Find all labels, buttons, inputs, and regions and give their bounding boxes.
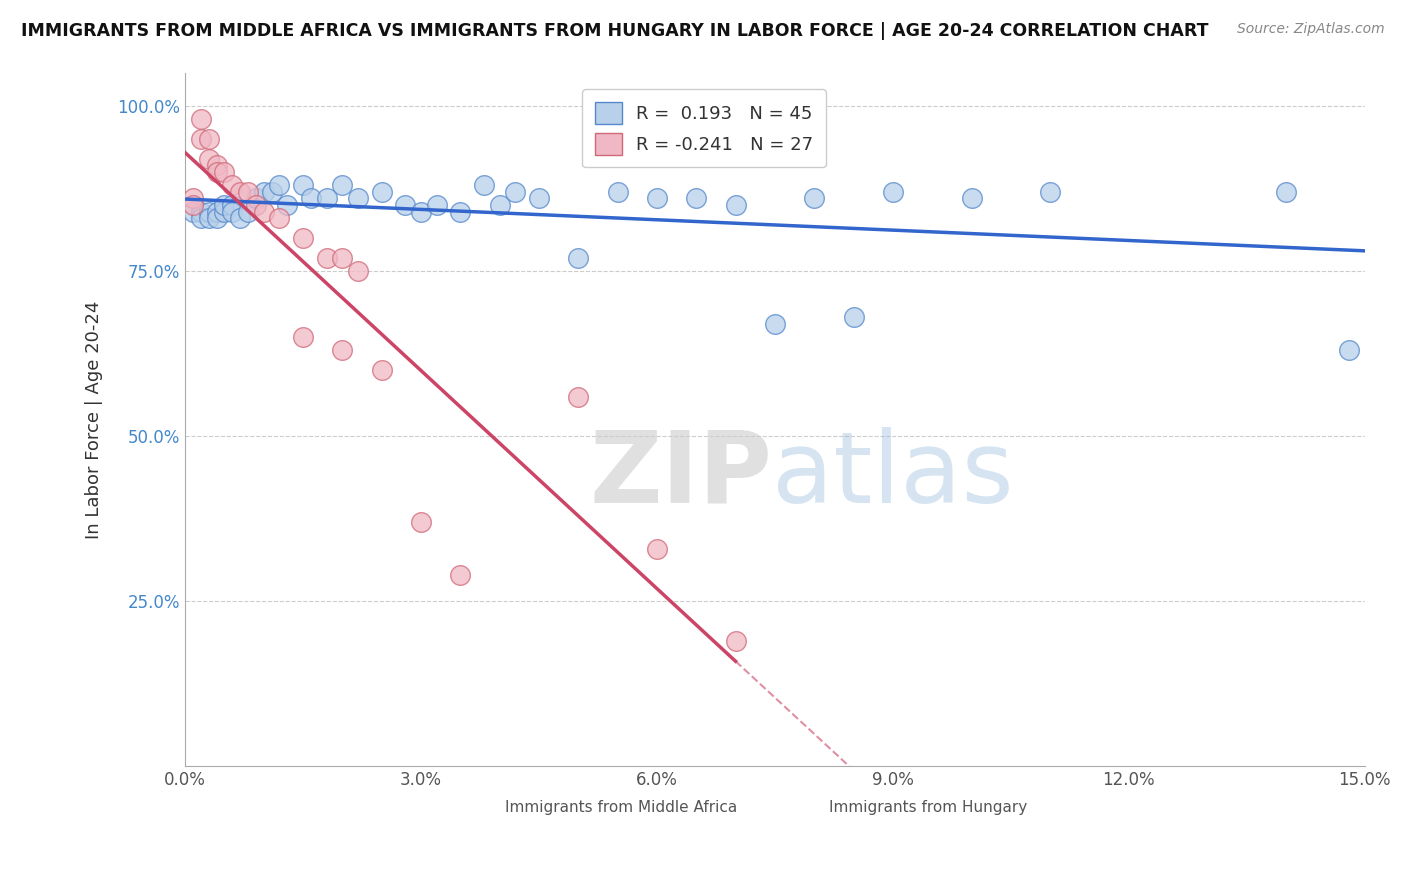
- Point: [315, 192, 337, 206]
- Point: [190, 204, 212, 219]
- Point: [292, 330, 315, 344]
- Point: [221, 198, 243, 212]
- Point: [260, 185, 283, 199]
- Point: [426, 198, 449, 212]
- Point: [197, 204, 219, 219]
- Point: [181, 204, 204, 219]
- Point: [567, 390, 589, 404]
- Point: [221, 204, 243, 219]
- Legend: R =  0.193   N = 45, R = -0.241   N = 27: R = 0.193 N = 45, R = -0.241 N = 27: [582, 89, 827, 168]
- Point: [276, 198, 298, 212]
- Y-axis label: In Labor Force | Age 20-24: In Labor Force | Age 20-24: [86, 301, 103, 539]
- Point: [190, 132, 212, 146]
- Point: [347, 192, 370, 206]
- Point: [803, 192, 825, 206]
- Point: [229, 185, 252, 199]
- Point: [347, 264, 370, 278]
- Point: [394, 198, 416, 212]
- Point: [269, 178, 291, 193]
- Point: [214, 165, 236, 179]
- Point: [842, 310, 865, 325]
- Text: IMMIGRANTS FROM MIDDLE AFRICA VS IMMIGRANTS FROM HUNGARY IN LABOR FORCE | AGE 20: IMMIGRANTS FROM MIDDLE AFRICA VS IMMIGRA…: [21, 22, 1209, 40]
- Point: [236, 204, 259, 219]
- Point: [488, 198, 510, 212]
- Point: [567, 251, 589, 265]
- Point: [1039, 185, 1062, 199]
- Point: [960, 192, 983, 206]
- Point: [181, 192, 204, 206]
- Point: [370, 185, 392, 199]
- Point: [1275, 185, 1298, 199]
- Point: [197, 132, 219, 146]
- Point: [645, 541, 668, 556]
- Point: [330, 178, 353, 193]
- Point: [205, 165, 228, 179]
- Point: [370, 363, 392, 377]
- Point: [190, 211, 212, 226]
- Point: [253, 204, 276, 219]
- Point: [205, 211, 228, 226]
- Point: [245, 198, 267, 212]
- Point: [409, 204, 432, 219]
- Point: [197, 152, 219, 166]
- Point: [299, 192, 322, 206]
- Point: [229, 211, 252, 226]
- Point: [214, 198, 236, 212]
- Text: ZIP: ZIP: [589, 426, 772, 524]
- Point: [606, 185, 628, 199]
- Point: [724, 634, 747, 648]
- Point: [253, 185, 276, 199]
- Point: [236, 185, 259, 199]
- Text: Source: ZipAtlas.com: Source: ZipAtlas.com: [1237, 22, 1385, 37]
- Point: [205, 204, 228, 219]
- Point: [882, 185, 904, 199]
- Point: [645, 192, 668, 206]
- Point: [527, 192, 550, 206]
- Point: [214, 204, 236, 219]
- Point: [505, 185, 527, 199]
- Point: [292, 231, 315, 245]
- Point: [685, 192, 707, 206]
- Point: [181, 198, 204, 212]
- Point: [330, 343, 353, 358]
- Point: [763, 317, 786, 331]
- Point: [190, 112, 212, 127]
- Point: [315, 251, 337, 265]
- Text: Immigrants from Hungary: Immigrants from Hungary: [830, 800, 1028, 815]
- Point: [472, 178, 495, 193]
- Point: [330, 251, 353, 265]
- Point: [205, 158, 228, 172]
- Point: [245, 192, 267, 206]
- Point: [449, 568, 471, 582]
- Point: [197, 211, 219, 226]
- Point: [292, 178, 315, 193]
- Point: [724, 198, 747, 212]
- Point: [449, 204, 471, 219]
- Point: [269, 211, 291, 226]
- Point: [409, 515, 432, 529]
- Text: Immigrants from Middle Africa: Immigrants from Middle Africa: [505, 800, 738, 815]
- Point: [221, 178, 243, 193]
- Text: atlas: atlas: [772, 426, 1014, 524]
- Point: [1337, 343, 1360, 358]
